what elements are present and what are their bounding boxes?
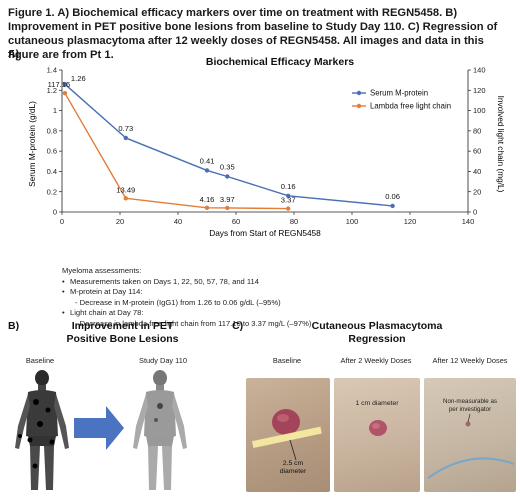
chart-title: Biochemical Efficacy Markers [205, 56, 355, 68]
legend-swatch-marker [356, 103, 362, 109]
y-left-tick-label: 0.8 [47, 126, 57, 135]
skin-12doses-label: After 12 Weekly Doses [432, 356, 508, 365]
panel-c-title-line2: Regression [348, 332, 406, 345]
y-right-tick-label: 120 [473, 86, 486, 95]
pet-day110-label: Study Day 110 [139, 356, 187, 365]
twelve-doses-annotation-line2: per investigator [448, 405, 492, 413]
baseline-size-annotation-line2: diameter [279, 468, 307, 475]
data-point [225, 205, 230, 211]
data-point [286, 193, 291, 198]
y-right-tick-label: 20 [473, 187, 481, 196]
skin-2doses-photo: 1 cm diameter [334, 378, 420, 492]
data-label: 3.97 [220, 195, 235, 204]
data-label: 3.37 [281, 196, 296, 205]
panel-b-title-line2: Positive Bone Lesions [66, 332, 179, 345]
pet-baseline-label: Baseline [25, 356, 55, 365]
data-point [204, 168, 210, 173]
y-left-tick-label: 0.2 [47, 187, 57, 196]
data-label: 1.26 [71, 74, 86, 83]
series-line-light-chain [64, 92, 289, 210]
data-point [390, 203, 395, 209]
data-point [225, 174, 230, 179]
y-right-tick-label: 100 [473, 106, 486, 115]
improvement-arrow [74, 406, 124, 450]
y-left-tick-label: 1.4 [47, 66, 57, 75]
y-axis-right-label: Involved light chain (mg/L) [496, 96, 506, 193]
data-point [204, 205, 210, 210]
chart-legend: Serum M-protein Lambda free light chain [352, 89, 451, 111]
notes-bullet-lightchain: Light chain at Day 78: [62, 308, 311, 319]
data-label: 4.16 [200, 195, 215, 204]
x-tick-label: 40 [174, 217, 182, 226]
y-right-tick-label: 140 [473, 66, 486, 75]
y-right-tick-label: 80 [473, 126, 481, 135]
data-point [62, 90, 68, 96]
y-left-tick-label: 1 [53, 106, 57, 115]
skin-baseline-label: Baseline [272, 356, 302, 365]
x-tick-label: 20 [116, 217, 124, 226]
panel-c-title: Cutaneous Plasmacytoma Regression [262, 320, 492, 345]
skin-baseline-photo: 2.5 cm diameter [246, 378, 330, 492]
y-axis-left-label: Serum M-protein (g/dL) [27, 101, 37, 187]
series-line-mprotein [64, 83, 393, 207]
x-tick-label: 0 [60, 217, 64, 226]
data-point [123, 196, 128, 201]
legend-swatch-marker [356, 90, 362, 96]
notes-mprotein-detail: - Decrease in M-protein (IgG1) from 1.26… [75, 297, 281, 307]
panel-a-label: A) [8, 48, 20, 60]
efficacy-chart: 0 20 40 60 80 100 120 14000.20.40.60.811.21.402… [27, 66, 506, 238]
data-point [123, 135, 128, 141]
myeloma-notes: Myeloma assessments: Measurements taken … [62, 266, 311, 330]
x-axis-label: Days from Start of REGN5458 [209, 228, 321, 238]
y-right-tick-label: 60 [473, 147, 481, 156]
y-left-tick-label: 0.4 [47, 167, 57, 176]
data-label: 117.16 [48, 80, 71, 89]
pet-images [15, 370, 187, 490]
data-point [62, 82, 68, 87]
pet-baseline-image [15, 370, 69, 490]
data-label: 0.73 [118, 124, 133, 133]
skin-12doses-photo: Non-measurable as per investigator [424, 378, 516, 492]
panel-c-label: C) [232, 320, 244, 332]
baseline-size-annotation-line1: 2.5 cm [282, 460, 304, 467]
chart-axes: 0 20 40 60 80 100 120 14000.20.40.60.811.21.402… [47, 66, 486, 226]
data-label: 0.35 [220, 163, 235, 172]
y-left-tick-label: 1.2 [47, 86, 57, 95]
notes-heading: Myeloma assessments: [62, 266, 142, 275]
skin-2doses-label: After 2 Weekly Doses [340, 356, 412, 365]
panel-b-label: B) [8, 320, 20, 332]
x-tick-label: 60 [232, 217, 240, 226]
legend-entry: Lambda free light chain [370, 102, 451, 111]
data-label: 13.49 [116, 185, 135, 194]
y-right-tick-label: 0 [473, 208, 477, 217]
two-doses-size-annotation: 1 cm diameter [355, 400, 399, 407]
data-label: 0.06 [385, 192, 400, 201]
data-label: 0.16 [281, 182, 296, 191]
y-left-tick-label: 0.6 [47, 147, 57, 156]
twelve-doses-annotation-line1: Non-measurable as [443, 398, 497, 405]
panel-b-title: Improvement in PET Positive Bone Lesions [20, 320, 225, 345]
data-label: 0.41 [200, 156, 215, 165]
panel-c-title-line1: Cutaneous Plasmacytoma [311, 320, 443, 332]
x-tick-label: 140 [462, 217, 475, 226]
pet-day110-image [133, 370, 187, 490]
x-tick-label: 80 [290, 217, 298, 226]
figure-caption: Figure 1. A) Biochemical efficacy marker… [8, 7, 498, 61]
y-left-tick-label: 0 [53, 208, 57, 217]
y-right-tick-label: 40 [473, 167, 481, 176]
notes-bullet-measurements: Measurements taken on Days 1, 22, 50, 57… [62, 277, 311, 288]
notes-lightchain-detail: - Decrease in lambda free light chain fr… [75, 318, 312, 328]
x-tick-label: 100 [346, 217, 359, 226]
panel-b-title-line1: Improvement in PET [71, 320, 174, 332]
legend-entry: Serum M-protein [370, 89, 428, 98]
notes-bullet-mprotein: M-protein at Day 114: [62, 287, 311, 298]
data-point [286, 206, 291, 211]
x-tick-label: 120 [404, 217, 417, 226]
